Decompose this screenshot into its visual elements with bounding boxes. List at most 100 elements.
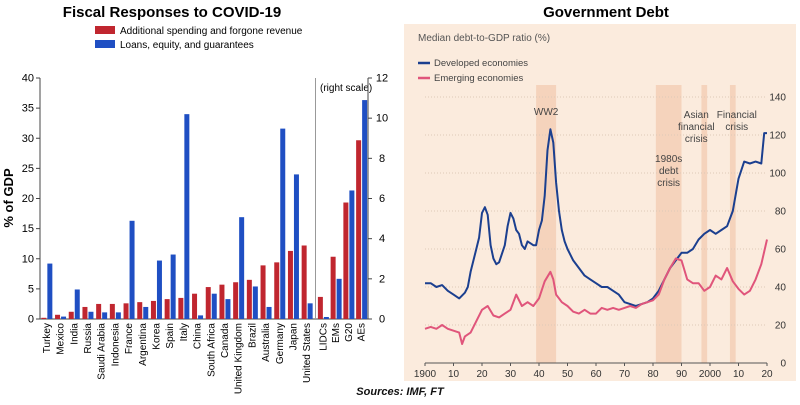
debt-y-tick-label: 20 [775, 321, 787, 332]
emerging-economies-line [424, 239, 768, 345]
category-label: Italy [179, 323, 190, 341]
bar-spending [96, 303, 102, 319]
bar-spending [109, 303, 115, 319]
category-label: Saudi Arabia [97, 323, 108, 380]
period-annotation: 1980s debt crisis [655, 154, 682, 189]
bar-loans [252, 286, 258, 319]
category-label: Germany [275, 323, 286, 364]
category-label-right-scale: G20 [344, 323, 355, 342]
debt-chart-title: Government Debt [543, 4, 669, 21]
fiscal-chart-title: Fiscal Responses to COVID-19 [63, 4, 281, 21]
bar-spending [260, 265, 266, 319]
bar-spending [219, 284, 225, 319]
bar-loans [280, 128, 286, 319]
bar-spending [68, 311, 74, 319]
period-annotation-line: 1980s [655, 154, 682, 165]
category-label: Australia [261, 323, 272, 362]
shaded-period [655, 85, 682, 363]
period-annotation-line: crisis [685, 134, 708, 145]
bar-loans [239, 217, 245, 319]
period-annotation-line: Financial [717, 110, 757, 121]
debt-x-tick-label: 40 [533, 369, 545, 380]
bar-loans [211, 293, 217, 319]
debt-y-tick-label: 40 [775, 283, 787, 294]
debt-plot-area: 0 20 40 60 80 100 120 140 1900 10 20 30 40 50 60 70 80 90… [414, 85, 787, 380]
period-annotation: WW2 [534, 107, 559, 118]
bar-spending [137, 302, 143, 319]
sources-note: Sources: IMF, FT [356, 386, 444, 398]
period-annotation-line: crisis [725, 122, 748, 133]
legend-label-spending: Additional spending and forgone revenue [120, 26, 303, 37]
bar-spending [41, 317, 47, 319]
bar-loans [293, 174, 299, 319]
bar-spending [192, 293, 198, 319]
bar-spending-right-scale [330, 256, 336, 319]
category-label: Indonesia [110, 323, 121, 367]
bar-loans [74, 289, 80, 319]
legend-label-developed: Developed economies [434, 58, 528, 69]
bar-spending [150, 300, 156, 319]
bar-loans-right-scale [336, 278, 342, 319]
debt-x-tick-label: 30 [505, 369, 517, 380]
category-label: United States [302, 323, 313, 383]
period-annotation-line: financial [678, 122, 715, 133]
category-label: South Africa [206, 323, 217, 377]
category-label: France [124, 323, 135, 355]
bar-loans [143, 306, 149, 319]
fiscal-chart: Fiscal Responses to COVID-19 Additional … [1, 4, 388, 394]
period-annotation: Financial crisis [717, 110, 757, 133]
left-y-tick-label: 20 [22, 193, 34, 205]
bar-spending-right-scale [343, 202, 349, 319]
right-y-tick-label: 6 [379, 193, 385, 205]
bar-loans [307, 303, 313, 319]
bar-loans [170, 254, 176, 319]
left-y-tick-label: 40 [22, 73, 34, 85]
bar-loans [184, 114, 190, 320]
category-label: Spain [165, 323, 176, 349]
period-annotation-line: WW2 [534, 107, 559, 118]
right-y-tick-label: 12 [376, 73, 388, 85]
bar-loans [102, 312, 108, 319]
bar-spending-right-scale [317, 296, 323, 319]
right-y-tick-label: 0 [379, 314, 385, 326]
debt-y-tick-label: 120 [769, 131, 786, 142]
period-annotation-line: crisis [657, 178, 680, 189]
category-label: Turkey [42, 323, 53, 353]
debt-y-tick-label: 60 [775, 245, 787, 256]
bar-spending [82, 306, 88, 319]
debt-x-tick-label: 60 [590, 369, 602, 380]
category-label-right-scale: AEs [357, 323, 368, 341]
category-label: China [193, 323, 204, 350]
right-y-tick-label: 4 [379, 233, 385, 245]
left-y-tick-label: 30 [22, 133, 34, 145]
bar-spending [246, 279, 252, 319]
category-label: United Kingdom [234, 323, 245, 394]
left-y-tick-label: 25 [22, 163, 34, 175]
category-label: India [69, 323, 80, 345]
bar-loans-right-scale [349, 190, 355, 319]
bar-spending [233, 282, 239, 319]
category-label: Russia [83, 323, 94, 354]
right-y-tick-label: 2 [379, 273, 385, 285]
category-label: Mexico [56, 323, 67, 355]
right-scale-label: (right scale) [320, 83, 372, 94]
legend-swatch-spending [95, 26, 115, 34]
debt-y-tick-label: 100 [769, 169, 786, 180]
bar-loans-right-scale [323, 316, 329, 319]
debt-y-tick-label: 80 [775, 207, 787, 218]
right-y-tick-label: 8 [379, 153, 385, 165]
bar-loans [198, 315, 204, 319]
debt-x-tick-label: 2000 [699, 369, 722, 380]
bar-loans [115, 312, 121, 319]
debt-x-tick-label: 1900 [414, 369, 437, 380]
bar-spending [274, 262, 280, 319]
right-y-tick-label: 10 [376, 113, 388, 125]
debt-x-tick-label: 10 [448, 369, 460, 380]
bar-loans [61, 316, 67, 319]
debt-x-tick-label: 20 [761, 369, 773, 380]
bar-spending [205, 287, 211, 319]
bar-loans [88, 311, 94, 319]
debt-y-tick-label: 0 [780, 359, 786, 370]
